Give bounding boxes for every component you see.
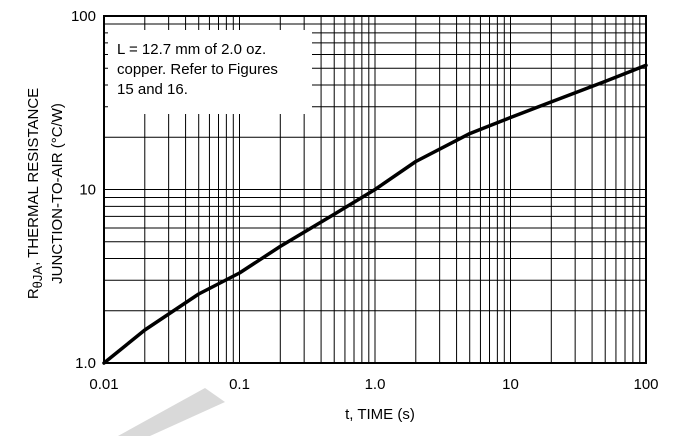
y-tick-labels: 1.0 10 100	[71, 8, 96, 372]
y-axis-label-rest: , THERMAL RESISTANCE	[25, 88, 42, 266]
x-tick-labels: 0.01 0.1 1.0 10 100	[89, 376, 658, 393]
y-tick-label: 100	[71, 8, 96, 25]
x-tick-label: 0.1	[229, 376, 250, 393]
y-axis-label: RθJA, THERMAL RESISTANCE JUNCTION-TO-AIR…	[25, 88, 66, 299]
x-axis-label: t, TIME (s)	[345, 406, 415, 423]
series-line	[102, 63, 648, 365]
plot-frame	[103, 15, 647, 364]
x-tick-label: 0.01	[89, 376, 118, 393]
y-tick-label: 10	[79, 182, 96, 199]
x-tick-label: 1.0	[365, 376, 386, 393]
annotation-line-1: L = 12.7 mm of 2.0 oz.	[117, 41, 266, 58]
watermark-stroke	[118, 388, 225, 436]
y-axis-label-line-2: JUNCTION-TO-AIR (°C/W)	[49, 103, 66, 284]
y-tick-label: 1.0	[75, 355, 96, 372]
annotation-box	[108, 30, 312, 114]
y-axis-label-line-1: RθJA, THERMAL RESISTANCE	[25, 88, 45, 299]
y-axis-label-subscript: θJA	[30, 266, 45, 289]
annotation-line-3: 15 and 16.	[117, 81, 188, 98]
series-layer	[102, 63, 648, 365]
x-tick-label: 100	[633, 376, 658, 393]
y-axis-label-symbol: R	[25, 288, 42, 299]
x-tick-label: 10	[502, 376, 519, 393]
annotation-line-2: copper. Refer to Figures	[117, 61, 278, 78]
